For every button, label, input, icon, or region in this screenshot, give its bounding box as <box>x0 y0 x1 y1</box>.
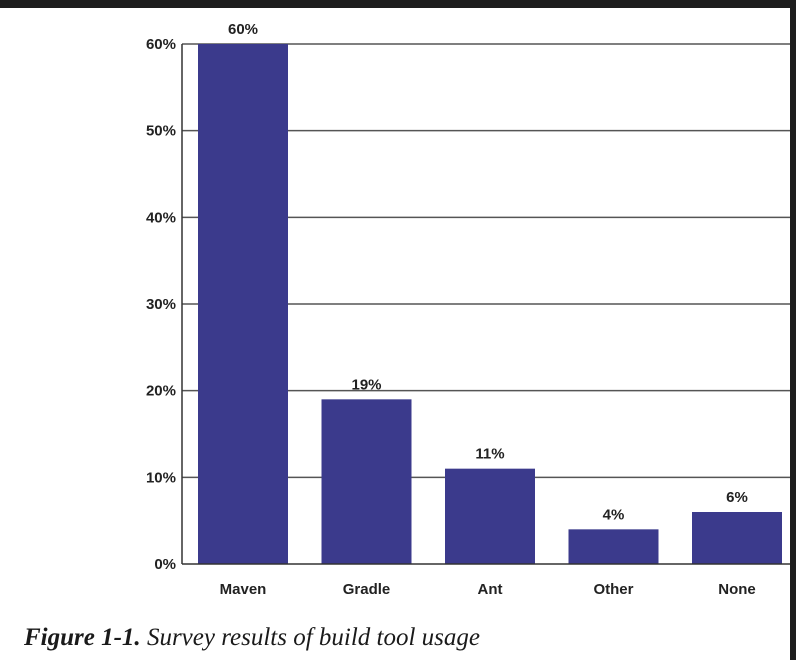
category-label: Other <box>593 581 633 598</box>
bar-chart: 0% 10% 20% 30% 40% 50% 60% 60% Maven 19% Gradle 11%… <box>146 21 790 598</box>
y-tick-label: 10% <box>146 469 176 486</box>
y-tick-label: 0% <box>154 556 176 573</box>
value-label: 60% <box>228 21 258 38</box>
y-tick-label: 30% <box>146 296 176 313</box>
category-label: Ant <box>478 581 503 598</box>
category-label: Maven <box>220 581 267 598</box>
value-label: 4% <box>603 506 625 523</box>
axes <box>181 44 790 565</box>
bar <box>198 44 288 564</box>
value-label: 11% <box>475 446 504 463</box>
bar <box>568 529 659 564</box>
y-tick-label: 60% <box>146 36 176 53</box>
figure: 0% 10% 20% 30% 40% 50% 60% 60% Maven 19% Gradle 11%… <box>0 8 790 660</box>
y-tick-label: 50% <box>146 123 176 140</box>
value-label: 6% <box>726 489 748 506</box>
caption-label: Figure 1-1. <box>24 624 141 651</box>
bar <box>445 468 535 564</box>
y-tick-label: 40% <box>146 209 176 226</box>
bars <box>198 44 782 564</box>
category-label: Gradle <box>343 581 391 598</box>
caption-text: Survey results of build tool usage <box>146 624 481 651</box>
bar <box>692 512 782 564</box>
bar <box>321 399 412 564</box>
value-label: 19% <box>351 376 381 393</box>
y-tick-label: 20% <box>146 383 176 400</box>
labels: 0% 10% 20% 30% 40% 50% 60% 60% Maven 19% Gradle 11%… <box>146 21 756 598</box>
category-label: None <box>718 581 756 598</box>
figure-caption: Figure 1-1. Survey results of build tool… <box>24 624 480 652</box>
